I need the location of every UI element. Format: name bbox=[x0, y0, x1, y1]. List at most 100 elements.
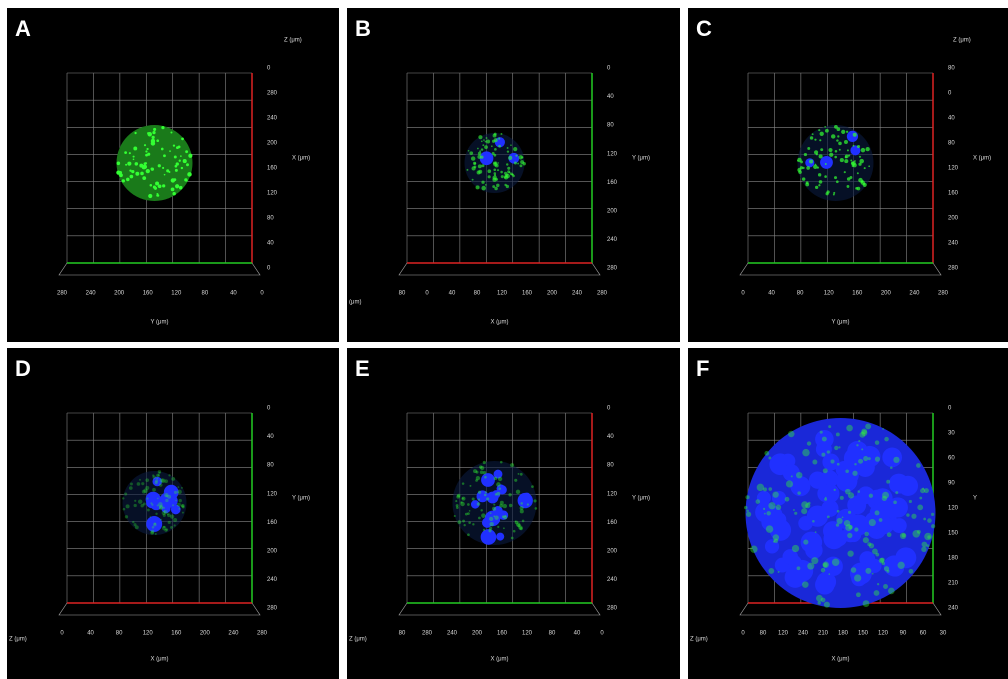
axis-title: Y bbox=[973, 496, 977, 502]
signal bbox=[843, 519, 851, 527]
signal bbox=[157, 185, 160, 188]
signal bbox=[875, 552, 880, 557]
signal bbox=[862, 182, 867, 187]
signal bbox=[899, 532, 907, 540]
tick-label: 280 bbox=[257, 631, 268, 637]
signal bbox=[826, 515, 830, 519]
axis-title: Z (μm) bbox=[284, 38, 302, 44]
signal bbox=[161, 126, 165, 130]
signal bbox=[486, 139, 491, 144]
signal bbox=[839, 158, 844, 163]
signal bbox=[173, 155, 177, 159]
signal bbox=[178, 159, 181, 162]
signal bbox=[847, 532, 853, 539]
tick-label: 0 bbox=[607, 406, 611, 412]
signal bbox=[826, 190, 830, 194]
signal bbox=[162, 525, 166, 529]
signal bbox=[836, 127, 841, 132]
signal bbox=[814, 531, 817, 534]
signal bbox=[475, 479, 478, 482]
signal bbox=[838, 148, 841, 151]
signal bbox=[481, 180, 485, 184]
tick-label: 80 bbox=[760, 631, 767, 637]
signal bbox=[155, 181, 160, 186]
signal bbox=[886, 479, 891, 484]
signal bbox=[504, 176, 507, 179]
panel-label: D bbox=[15, 356, 31, 381]
tick-label: 0 bbox=[60, 631, 64, 637]
axis-title: Y (μm) bbox=[292, 496, 310, 502]
signal bbox=[163, 173, 166, 176]
signal bbox=[487, 175, 491, 179]
signal bbox=[487, 169, 492, 174]
signal bbox=[467, 533, 470, 537]
tick-label: 240 bbox=[228, 631, 239, 637]
signal bbox=[153, 522, 157, 525]
signal bbox=[801, 508, 808, 515]
nucleus bbox=[146, 515, 163, 532]
signal bbox=[831, 558, 840, 566]
signal bbox=[818, 154, 823, 159]
signal bbox=[828, 573, 831, 575]
signal bbox=[829, 152, 834, 157]
signal bbox=[484, 491, 487, 494]
signal bbox=[151, 525, 155, 529]
signal bbox=[125, 504, 130, 509]
signal bbox=[138, 499, 143, 504]
tick-label: 150 bbox=[858, 631, 869, 637]
signal bbox=[157, 470, 162, 474]
signal bbox=[476, 502, 481, 506]
signal bbox=[131, 170, 135, 174]
signal bbox=[496, 482, 501, 487]
signal bbox=[836, 139, 839, 142]
signal bbox=[520, 502, 523, 505]
nucleus bbox=[496, 532, 505, 541]
signal bbox=[124, 151, 128, 155]
floor bbox=[58, 262, 261, 276]
signal bbox=[158, 502, 163, 507]
signal bbox=[134, 499, 137, 502]
signal bbox=[481, 164, 485, 168]
tick-label: 160 bbox=[171, 631, 182, 637]
signal bbox=[852, 132, 857, 137]
signal bbox=[493, 172, 497, 175]
signal bbox=[128, 152, 131, 155]
signal bbox=[766, 511, 771, 516]
signal bbox=[750, 545, 758, 553]
signal bbox=[182, 505, 185, 509]
signal bbox=[883, 584, 888, 589]
signal bbox=[152, 130, 156, 135]
signal bbox=[468, 510, 471, 512]
signal bbox=[502, 503, 508, 509]
signal bbox=[534, 507, 538, 510]
signal bbox=[887, 587, 895, 595]
panel: F Y X (μm) Z (μm) 0 30 60 90 120 150 180 210 240 0 80 1… bbox=[688, 348, 1008, 679]
signal bbox=[154, 532, 157, 536]
tick-label: 200 bbox=[607, 208, 618, 214]
signal bbox=[850, 159, 853, 162]
signal bbox=[164, 493, 169, 498]
signal bbox=[494, 515, 499, 520]
signal bbox=[175, 499, 177, 502]
signal bbox=[500, 170, 503, 174]
signal bbox=[508, 503, 513, 508]
nucleus bbox=[764, 539, 780, 554]
nucleus bbox=[823, 556, 843, 577]
signal bbox=[911, 513, 917, 519]
signal bbox=[513, 161, 517, 165]
signal bbox=[839, 495, 844, 500]
tick-label: 60 bbox=[948, 456, 955, 462]
tick-label: 240 bbox=[607, 237, 618, 243]
signal bbox=[821, 452, 826, 457]
signal bbox=[468, 521, 471, 524]
signal bbox=[480, 140, 483, 143]
tick-label: 40 bbox=[449, 291, 456, 297]
signal bbox=[489, 526, 493, 531]
signal bbox=[169, 150, 171, 152]
nucleus bbox=[875, 500, 894, 519]
signal bbox=[152, 475, 156, 479]
signal bbox=[159, 504, 164, 509]
signal bbox=[841, 516, 844, 519]
signal bbox=[479, 470, 484, 475]
nucleus bbox=[470, 500, 480, 509]
